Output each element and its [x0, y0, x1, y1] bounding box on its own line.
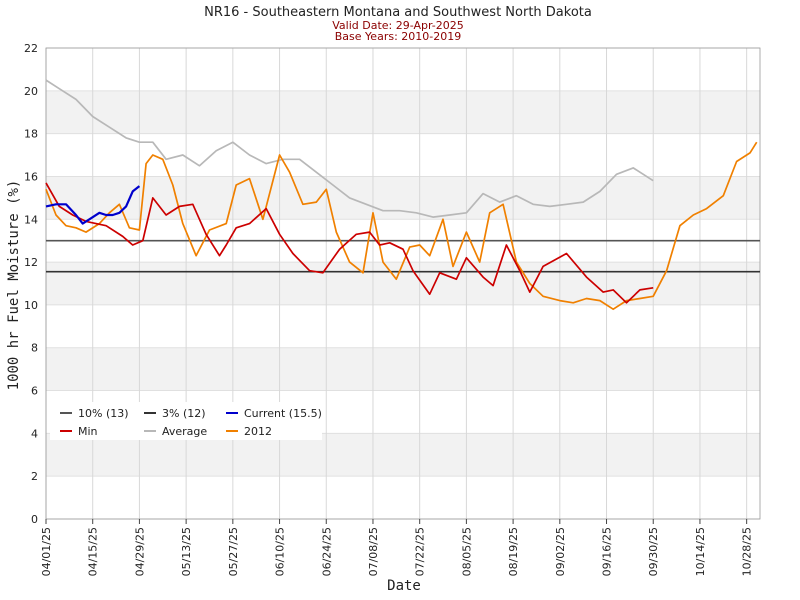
band-2	[46, 433, 760, 477]
x-tick-label: 05/13/25	[180, 527, 193, 576]
band-16	[46, 133, 760, 177]
legend-box	[50, 402, 322, 440]
alternating-bands	[46, 48, 760, 519]
y-tick-label: 2	[31, 470, 38, 483]
x-tick-label: 10/28/25	[741, 527, 754, 576]
x-tick-label: 08/19/25	[507, 527, 520, 576]
y-tick-label: 10	[24, 299, 38, 312]
x-tick-label: 09/30/25	[647, 527, 660, 576]
chart-title: NR16 - Southeastern Montana and Southwes…	[204, 5, 592, 20]
x-tick-label: 09/16/25	[601, 527, 614, 576]
series-line-average	[45, 79, 654, 218]
series-line-current-15-5	[45, 185, 141, 225]
legend-entry: Current (15.5)	[244, 407, 322, 420]
band-20	[46, 48, 760, 91]
data-series	[45, 79, 758, 311]
x-tick-label: 08/05/25	[460, 527, 473, 576]
x-tick-label: 09/02/25	[554, 527, 567, 576]
legend-entry: 10% (13)	[78, 407, 129, 420]
legend-entry: 3% (12)	[162, 407, 206, 420]
chart-legend: 10% (13) 3% (12) Current (15.5) Min Average 2…	[50, 402, 322, 440]
y-tick-label: 22	[24, 42, 38, 55]
legend-entry: Average	[162, 425, 207, 438]
x-tick-label: 07/08/25	[367, 527, 380, 576]
y-tick-label: 12	[24, 256, 38, 269]
y-tick-label: 8	[31, 342, 38, 355]
x-axis-ticks: 04/01/25 04/15/25 04/29/25 05/13/25 05/27/25…	[40, 519, 754, 576]
x-tick-label: 04/15/25	[87, 527, 100, 576]
band-8	[46, 304, 760, 348]
chart-subtitle-base-years: Base Years: 2010-2019	[335, 30, 461, 43]
x-tick-label: 10/14/25	[694, 527, 707, 576]
band-14	[46, 176, 760, 220]
plot-frame	[45, 47, 761, 520]
threshold-lines	[46, 239, 760, 273]
y-tick-label: 6	[31, 385, 38, 398]
y-tick-label: 0	[31, 513, 38, 526]
chart-subtitle-valid-date: Valid Date: 29-Apr-2025	[332, 19, 464, 32]
y-axis-label: 1000 hr Fuel Moisture (%)	[6, 180, 22, 391]
legend-entry: 2012	[244, 425, 272, 438]
x-tick-label: 06/24/25	[320, 527, 333, 576]
x-tick-label: 04/29/25	[133, 527, 146, 576]
x-tick-label: 07/22/25	[414, 527, 427, 576]
y-tick-label: 14	[24, 213, 38, 226]
y-tick-label: 18	[24, 128, 38, 141]
band-18	[46, 90, 760, 134]
x-tick-label: 04/01/25	[40, 527, 53, 576]
y-tick-label: 20	[24, 85, 38, 98]
x-tick-label: 05/27/25	[227, 527, 240, 576]
y-axis-ticks: 0 2 4 6 8 10 12 14 16 18 20 22	[24, 42, 38, 526]
y-tick-label: 4	[31, 427, 38, 440]
legend-entry: Min	[78, 425, 98, 438]
x-axis-label: Date	[387, 578, 421, 594]
x-tick-label: 06/10/25	[274, 527, 287, 576]
band-0	[46, 476, 760, 519]
band-6	[46, 347, 760, 391]
series-line-min	[45, 182, 654, 304]
y-tick-label: 16	[24, 170, 38, 183]
